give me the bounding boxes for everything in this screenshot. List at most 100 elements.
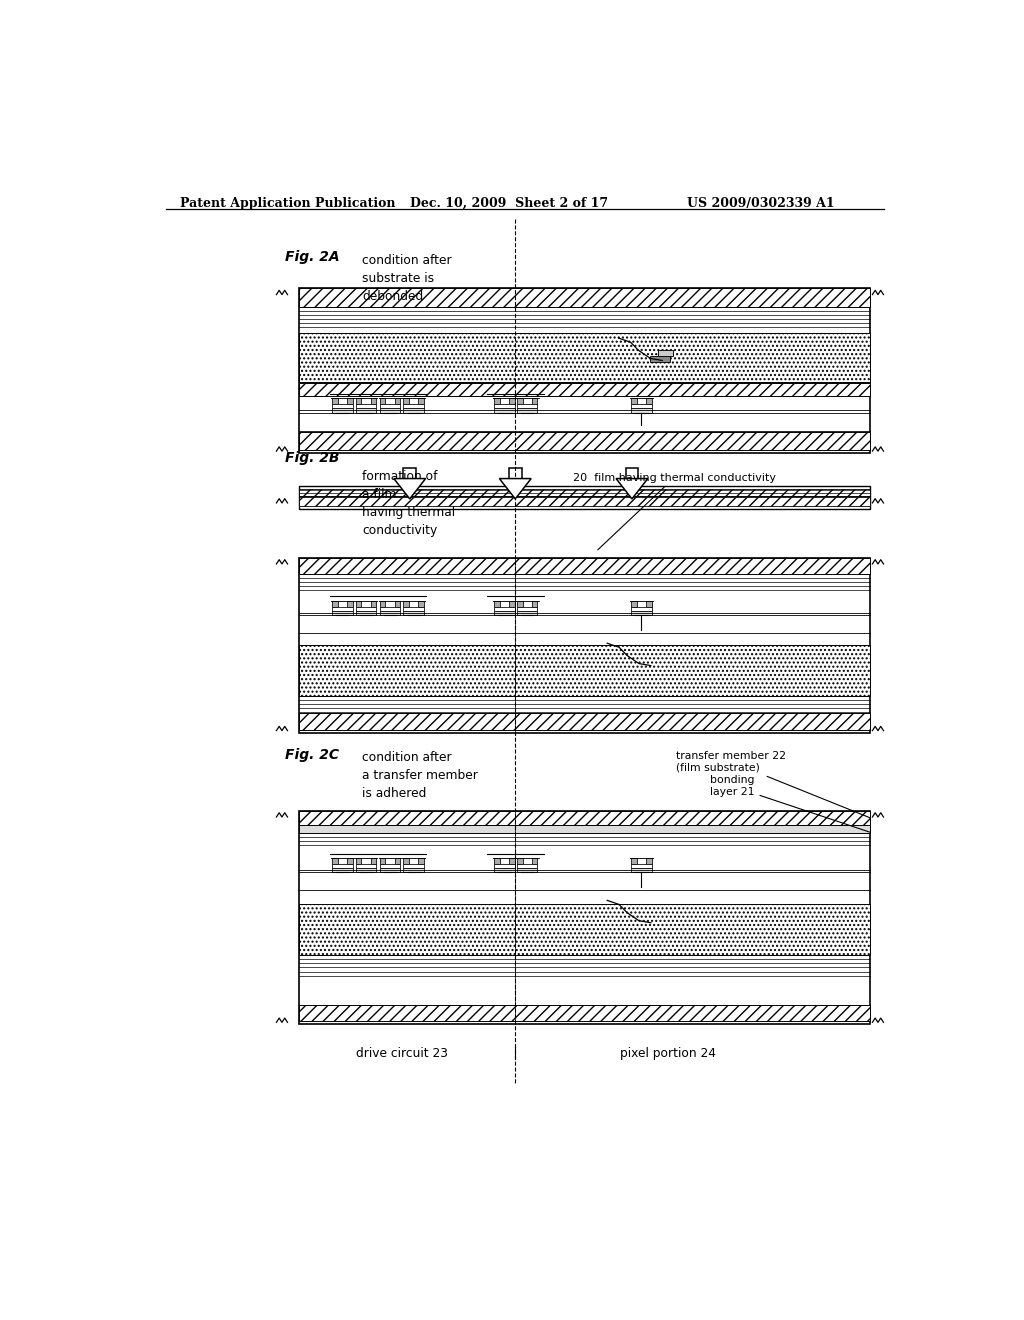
Bar <box>517 867 538 873</box>
Bar <box>332 611 352 615</box>
Bar <box>394 601 400 607</box>
Bar <box>631 399 637 404</box>
Bar <box>355 867 377 873</box>
Bar <box>347 858 352 863</box>
Bar <box>403 404 424 408</box>
Text: formation of
a film
having thermal
conductivity: formation of a film having thermal condu… <box>362 470 456 537</box>
Bar <box>299 289 870 453</box>
Bar <box>355 408 377 413</box>
Bar <box>332 601 338 607</box>
Bar <box>371 399 377 404</box>
Bar <box>371 601 377 607</box>
Polygon shape <box>394 479 426 499</box>
Bar <box>299 1005 870 1022</box>
Bar <box>403 601 409 607</box>
Text: US 2009/0302339 A1: US 2009/0302339 A1 <box>687 197 836 210</box>
Bar <box>299 488 870 496</box>
Bar <box>517 399 522 404</box>
Bar <box>332 867 352 873</box>
Bar <box>332 399 338 404</box>
Bar <box>509 601 515 607</box>
Bar <box>517 858 522 863</box>
Bar <box>332 404 352 408</box>
Bar <box>299 713 870 730</box>
Bar <box>646 399 651 404</box>
Bar <box>380 611 400 615</box>
Bar <box>517 404 538 408</box>
Text: 20  film having thermal conductivity: 20 film having thermal conductivity <box>572 473 776 550</box>
Bar <box>299 558 870 574</box>
Text: Fig. 2B: Fig. 2B <box>285 451 340 466</box>
Bar <box>631 863 651 867</box>
Bar <box>494 858 500 863</box>
Bar <box>371 858 377 863</box>
Bar <box>299 810 870 1024</box>
Bar <box>347 601 352 607</box>
Bar <box>355 404 377 408</box>
Bar <box>355 611 377 615</box>
Bar <box>380 607 400 611</box>
Bar <box>631 404 651 408</box>
Text: condition after
a transfer member
is adhered: condition after a transfer member is adh… <box>362 751 478 800</box>
Bar <box>355 863 377 867</box>
Bar <box>355 607 377 611</box>
Bar <box>299 498 870 506</box>
Bar <box>494 601 500 607</box>
Text: drive circuit 23: drive circuit 23 <box>355 1047 447 1060</box>
Bar <box>646 601 651 607</box>
Bar <box>494 867 515 873</box>
Bar <box>647 912 662 919</box>
Bar <box>380 863 400 867</box>
Polygon shape <box>616 479 648 499</box>
Bar <box>299 486 870 510</box>
Bar <box>403 858 409 863</box>
Bar <box>299 383 870 396</box>
Bar <box>531 399 538 404</box>
Bar <box>631 408 651 413</box>
Bar <box>299 558 870 733</box>
Bar <box>299 810 870 825</box>
Bar <box>494 408 515 413</box>
Bar <box>355 399 361 404</box>
Bar <box>494 399 500 404</box>
Text: Dec. 10, 2009  Sheet 2 of 17: Dec. 10, 2009 Sheet 2 of 17 <box>410 197 608 210</box>
Text: Fig. 2C: Fig. 2C <box>285 748 339 762</box>
Bar <box>419 601 424 607</box>
Bar <box>403 469 416 479</box>
Bar <box>403 867 424 873</box>
Bar <box>380 404 400 408</box>
Bar <box>631 858 637 863</box>
Bar <box>332 858 338 863</box>
Bar <box>650 356 670 363</box>
Bar <box>380 399 385 404</box>
Bar <box>403 607 424 611</box>
Bar <box>517 611 538 615</box>
Bar <box>403 611 424 615</box>
Bar <box>332 408 352 413</box>
Bar <box>646 858 651 863</box>
Bar <box>631 601 637 607</box>
Bar <box>647 656 662 661</box>
Bar <box>631 607 651 611</box>
Bar <box>347 399 352 404</box>
Bar <box>299 645 870 696</box>
Bar <box>509 858 515 863</box>
Text: pixel portion 24: pixel portion 24 <box>620 1047 716 1060</box>
Bar <box>332 607 352 611</box>
Text: condition after
substrate is
debonded: condition after substrate is debonded <box>362 253 452 304</box>
Bar <box>299 825 870 833</box>
Bar <box>517 601 522 607</box>
Bar <box>639 661 658 668</box>
Bar <box>299 432 870 450</box>
Bar <box>509 399 515 404</box>
Bar <box>639 919 658 925</box>
Bar <box>380 858 385 863</box>
Polygon shape <box>500 479 531 499</box>
Bar <box>494 863 515 867</box>
Bar <box>626 469 638 479</box>
Text: Fig. 2A: Fig. 2A <box>285 249 340 264</box>
Bar <box>631 611 651 615</box>
Text: Patent Application Publication: Patent Application Publication <box>179 197 395 210</box>
Bar <box>394 858 400 863</box>
Bar <box>394 399 400 404</box>
